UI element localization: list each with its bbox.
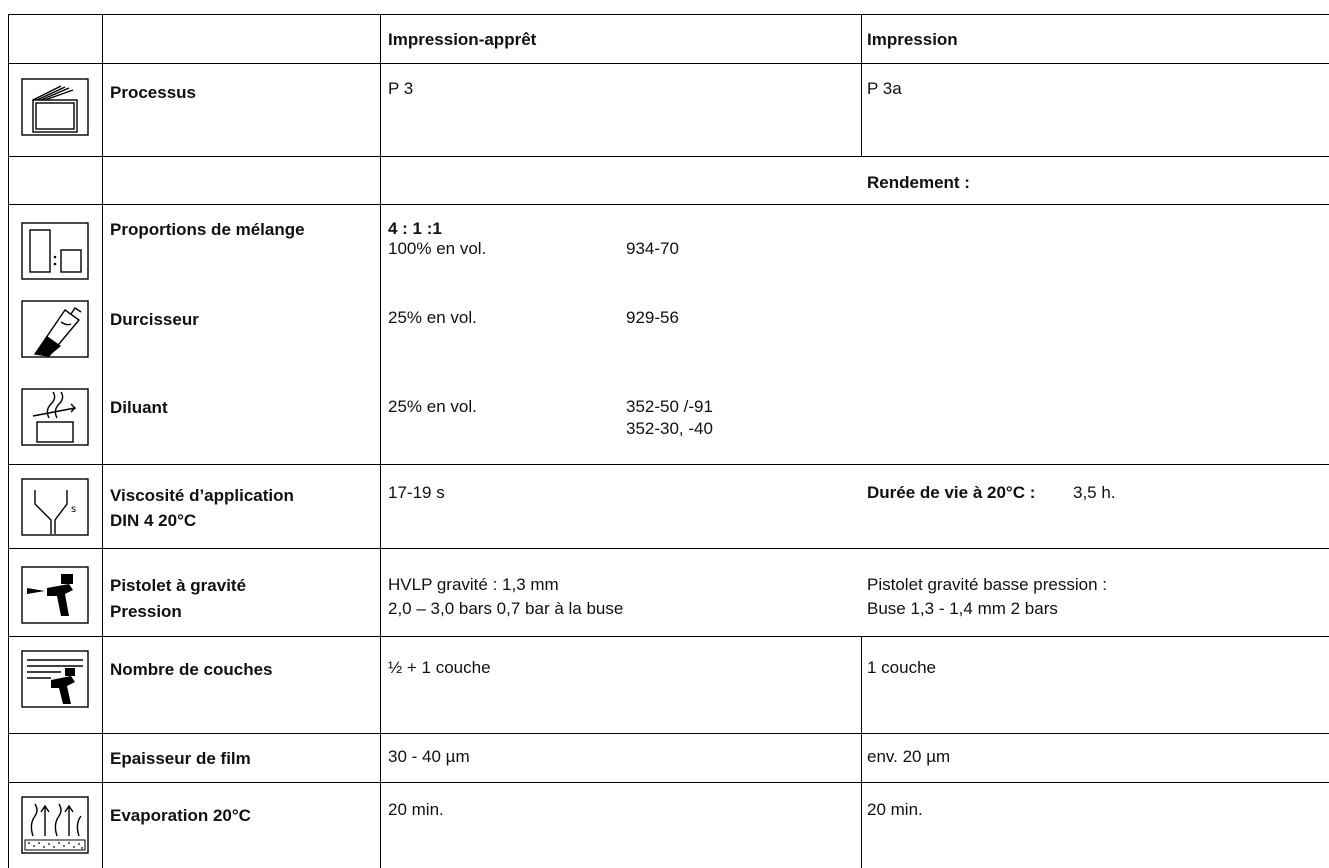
grid-line-coats: [8, 733, 1329, 734]
mixing-ratio: 4 : 1 :1: [388, 219, 442, 238]
label-evaporation: Evaporation 20°C: [110, 806, 251, 825]
grid-line-left: [8, 14, 9, 868]
thinner-ref-2: 352-30, -40: [626, 419, 713, 438]
spray-gun-icon: [21, 566, 89, 624]
label-epaisseur: Epaisseur de film: [110, 749, 251, 768]
spray-gun-value-2b: Buse 1,3 - 1,4 mm 2 bars: [867, 599, 1058, 618]
grid-line-processus: [8, 156, 1329, 157]
coats-value-impression: 1 couche: [867, 658, 936, 677]
evaporation-value-impression-appret: 20 min.: [388, 800, 444, 819]
viscosity-value: 17-19 s: [388, 483, 445, 502]
hardener-volume: 25% en vol.: [388, 308, 477, 327]
grid-line-viscosity: [8, 548, 1329, 549]
hardener-ref: 929-56: [626, 308, 679, 327]
spray-gun-value-2a: Pistolet gravité basse pression :: [867, 575, 1108, 594]
coats-icon: [21, 650, 89, 708]
processus-value-impression-appret: P 3: [388, 79, 414, 98]
spray-gun-value-1b: 2,0 – 3,0 bars 0,7 bar à la buse: [388, 599, 624, 618]
grid-line-col2: [861, 14, 862, 156]
label-pression: Pression: [110, 602, 182, 621]
rendement-label: Rendement :: [867, 173, 970, 192]
label-pistolet: Pistolet à gravité: [110, 576, 247, 595]
column-header-impression: Impression: [867, 30, 958, 49]
label-diluant: Diluant: [110, 398, 168, 417]
grid-line-rendement: [8, 204, 1329, 205]
processus-icon: [21, 78, 89, 136]
processus-value-impression: P 3a: [867, 79, 902, 98]
mixing-ref: 934-70: [626, 239, 679, 258]
thickness-value-impression-appret: 30 - 40 µm: [388, 747, 470, 766]
potlife-value: 3,5 h.: [1073, 483, 1116, 502]
label-couches: Nombre de couches: [110, 660, 273, 679]
grid-line-col2-lower: [861, 636, 862, 868]
grid-line-top: [8, 14, 1329, 15]
label-viscosite-din: DIN 4 20°C: [110, 511, 197, 530]
thinner-icon: [21, 388, 89, 446]
grid-line-mixing: [8, 464, 1329, 465]
thickness-value-impression: env. 20 µm: [867, 747, 951, 766]
potlife-label: Durée de vie à 20°C :: [867, 483, 1036, 502]
evaporation-icon: [21, 796, 89, 854]
spray-gun-value-1a: HVLP gravité : 1,3 mm: [388, 575, 559, 594]
label-durcisseur: Durcisseur: [110, 310, 199, 329]
thinner-ref-1: 352-50 /-91: [626, 397, 713, 416]
grid-line-thickness: [8, 782, 1329, 783]
mixing-ratio-icon: [21, 222, 89, 280]
evaporation-value-impression: 20 min.: [867, 800, 923, 819]
hardener-icon: [21, 300, 89, 358]
grid-line-spray: [8, 636, 1329, 637]
viscosity-cup-icon: s: [21, 478, 89, 536]
thinner-volume: 25% en vol.: [388, 397, 477, 416]
label-proportions: Proportions de mélange: [110, 220, 305, 239]
mixing-volume: 100% en vol.: [388, 239, 487, 258]
coats-value-impression-appret: ½ + 1 couche: [388, 658, 491, 677]
column-header-impression-appret: Impression-apprêt: [388, 30, 537, 49]
grid-line-header: [8, 63, 1329, 64]
svg-text:s: s: [71, 504, 76, 515]
grid-line-icon-col: [102, 14, 103, 868]
grid-line-label-col: [380, 14, 381, 868]
label-viscosite: Viscosité d’application: [110, 486, 294, 505]
label-processus: Processus: [110, 83, 196, 102]
